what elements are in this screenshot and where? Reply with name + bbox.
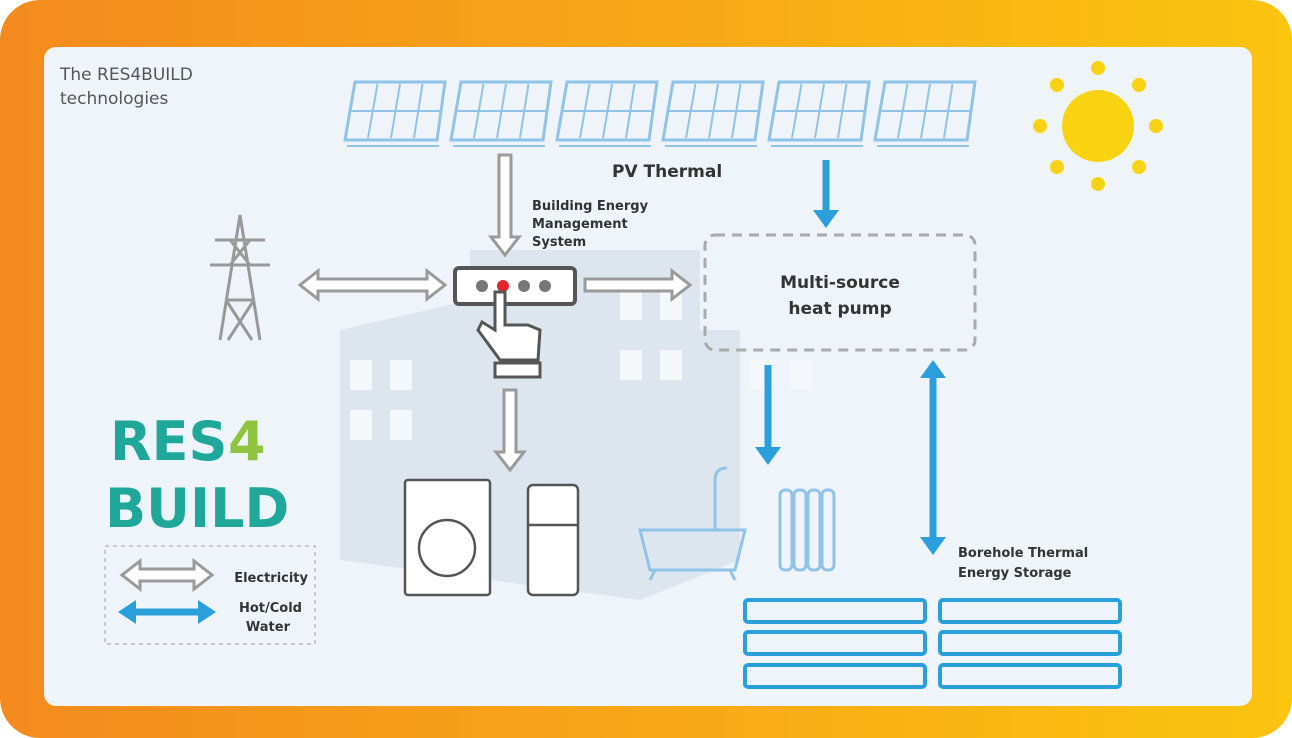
- borehole-label: Borehole Thermal: [958, 546, 1088, 561]
- window: [660, 350, 682, 380]
- pv-label: PV Thermal: [612, 162, 722, 182]
- sun-ray: [1033, 119, 1047, 133]
- sun-ray: [1050, 78, 1064, 92]
- heat-pump-label: heat pump: [788, 299, 891, 319]
- sun-ray: [1149, 119, 1163, 133]
- sun-ray: [1050, 160, 1064, 174]
- window: [350, 410, 372, 440]
- borehole-label: Energy Storage: [958, 566, 1072, 581]
- window: [350, 360, 372, 390]
- sun-ray: [1091, 177, 1105, 191]
- title: The RES4BUILD: [59, 65, 193, 85]
- diagram: The RES4BUILD technologies PV Thermal Bu…: [0, 0, 1292, 738]
- bems-label: Management: [532, 217, 628, 232]
- heat-pump-label: Multi-source: [780, 273, 900, 293]
- bems-dot: [476, 280, 488, 292]
- logo-digit: 4: [228, 410, 266, 473]
- legend-electricity: Electricity: [234, 571, 308, 586]
- bems-dot: [518, 280, 530, 292]
- sun-ray: [1132, 160, 1146, 174]
- window: [620, 350, 642, 380]
- window: [790, 360, 812, 390]
- title: technologies: [60, 89, 169, 109]
- fridge: [528, 485, 578, 595]
- bems-label: System: [532, 235, 586, 250]
- legend-water: Hot/Cold: [239, 601, 302, 616]
- cuff: [495, 363, 540, 377]
- washer: [405, 480, 490, 595]
- window: [390, 410, 412, 440]
- bems-label: Building Energy: [532, 199, 649, 214]
- bems-dot: [539, 280, 551, 292]
- window: [390, 360, 412, 390]
- page: The RES4BUILD technologies PV Thermal Bu…: [0, 0, 1292, 738]
- sun-ray: [1091, 61, 1105, 75]
- legend-water: Water: [246, 620, 291, 635]
- logo-build: BUILD: [105, 477, 289, 540]
- sun-ray: [1132, 78, 1146, 92]
- sun: [1062, 90, 1134, 162]
- bems: [455, 268, 575, 304]
- logo-res: RES: [110, 410, 227, 473]
- bems-dot: [497, 280, 509, 292]
- window: [620, 290, 642, 320]
